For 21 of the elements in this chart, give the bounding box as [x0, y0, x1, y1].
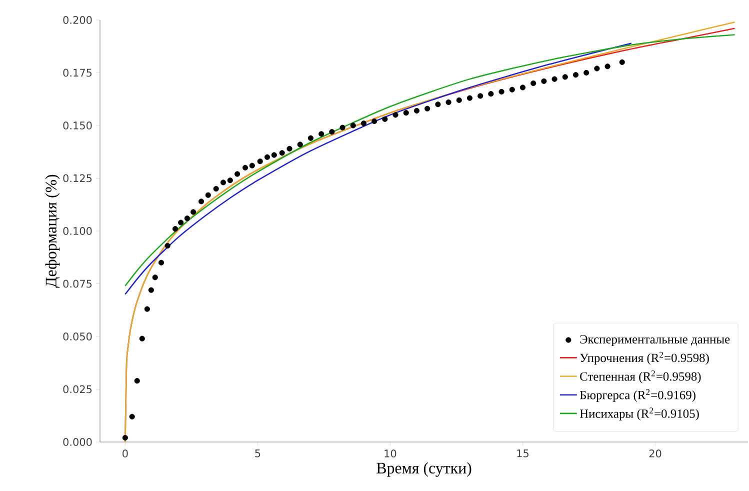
y-tick-label: 0.025: [63, 385, 92, 394]
y-tick-label: 0.150: [63, 122, 92, 130]
y-tick-label: 0.050: [63, 332, 92, 340]
y-tick-label: 0.100: [63, 227, 92, 235]
y-tick-label: 0.175: [63, 68, 92, 77]
legend-label: Упрочнения (R$^{2}$=0.9598): [580, 352, 709, 365]
y-axis-title: Деформация (%): [45, 174, 60, 288]
x-axis-title: Время (сутки): [376, 462, 472, 477]
y-tick-label: 0.125: [63, 174, 92, 182]
y-tick-label: 0.075: [63, 280, 92, 288]
legend-label: Экспериментальные данные: [580, 335, 730, 346]
x-tick-label: 20: [649, 450, 662, 458]
legend-label: Нисихары (R$^{2}$=0.9105): [580, 408, 699, 420]
x-tick-label: 10: [384, 450, 396, 458]
legend-label: Степенная (R$^{2}$=0.9598): [580, 370, 701, 384]
y-tick-label: 0.000: [63, 438, 92, 446]
x-tick-label: 0: [122, 450, 128, 458]
legend-label: Бюргерса (R$^{2}$=0.9169): [580, 389, 696, 402]
x-tick-label: 15: [517, 450, 528, 458]
y-tick-label: 0.200: [63, 16, 92, 24]
x-tick-label: 5: [255, 450, 260, 458]
